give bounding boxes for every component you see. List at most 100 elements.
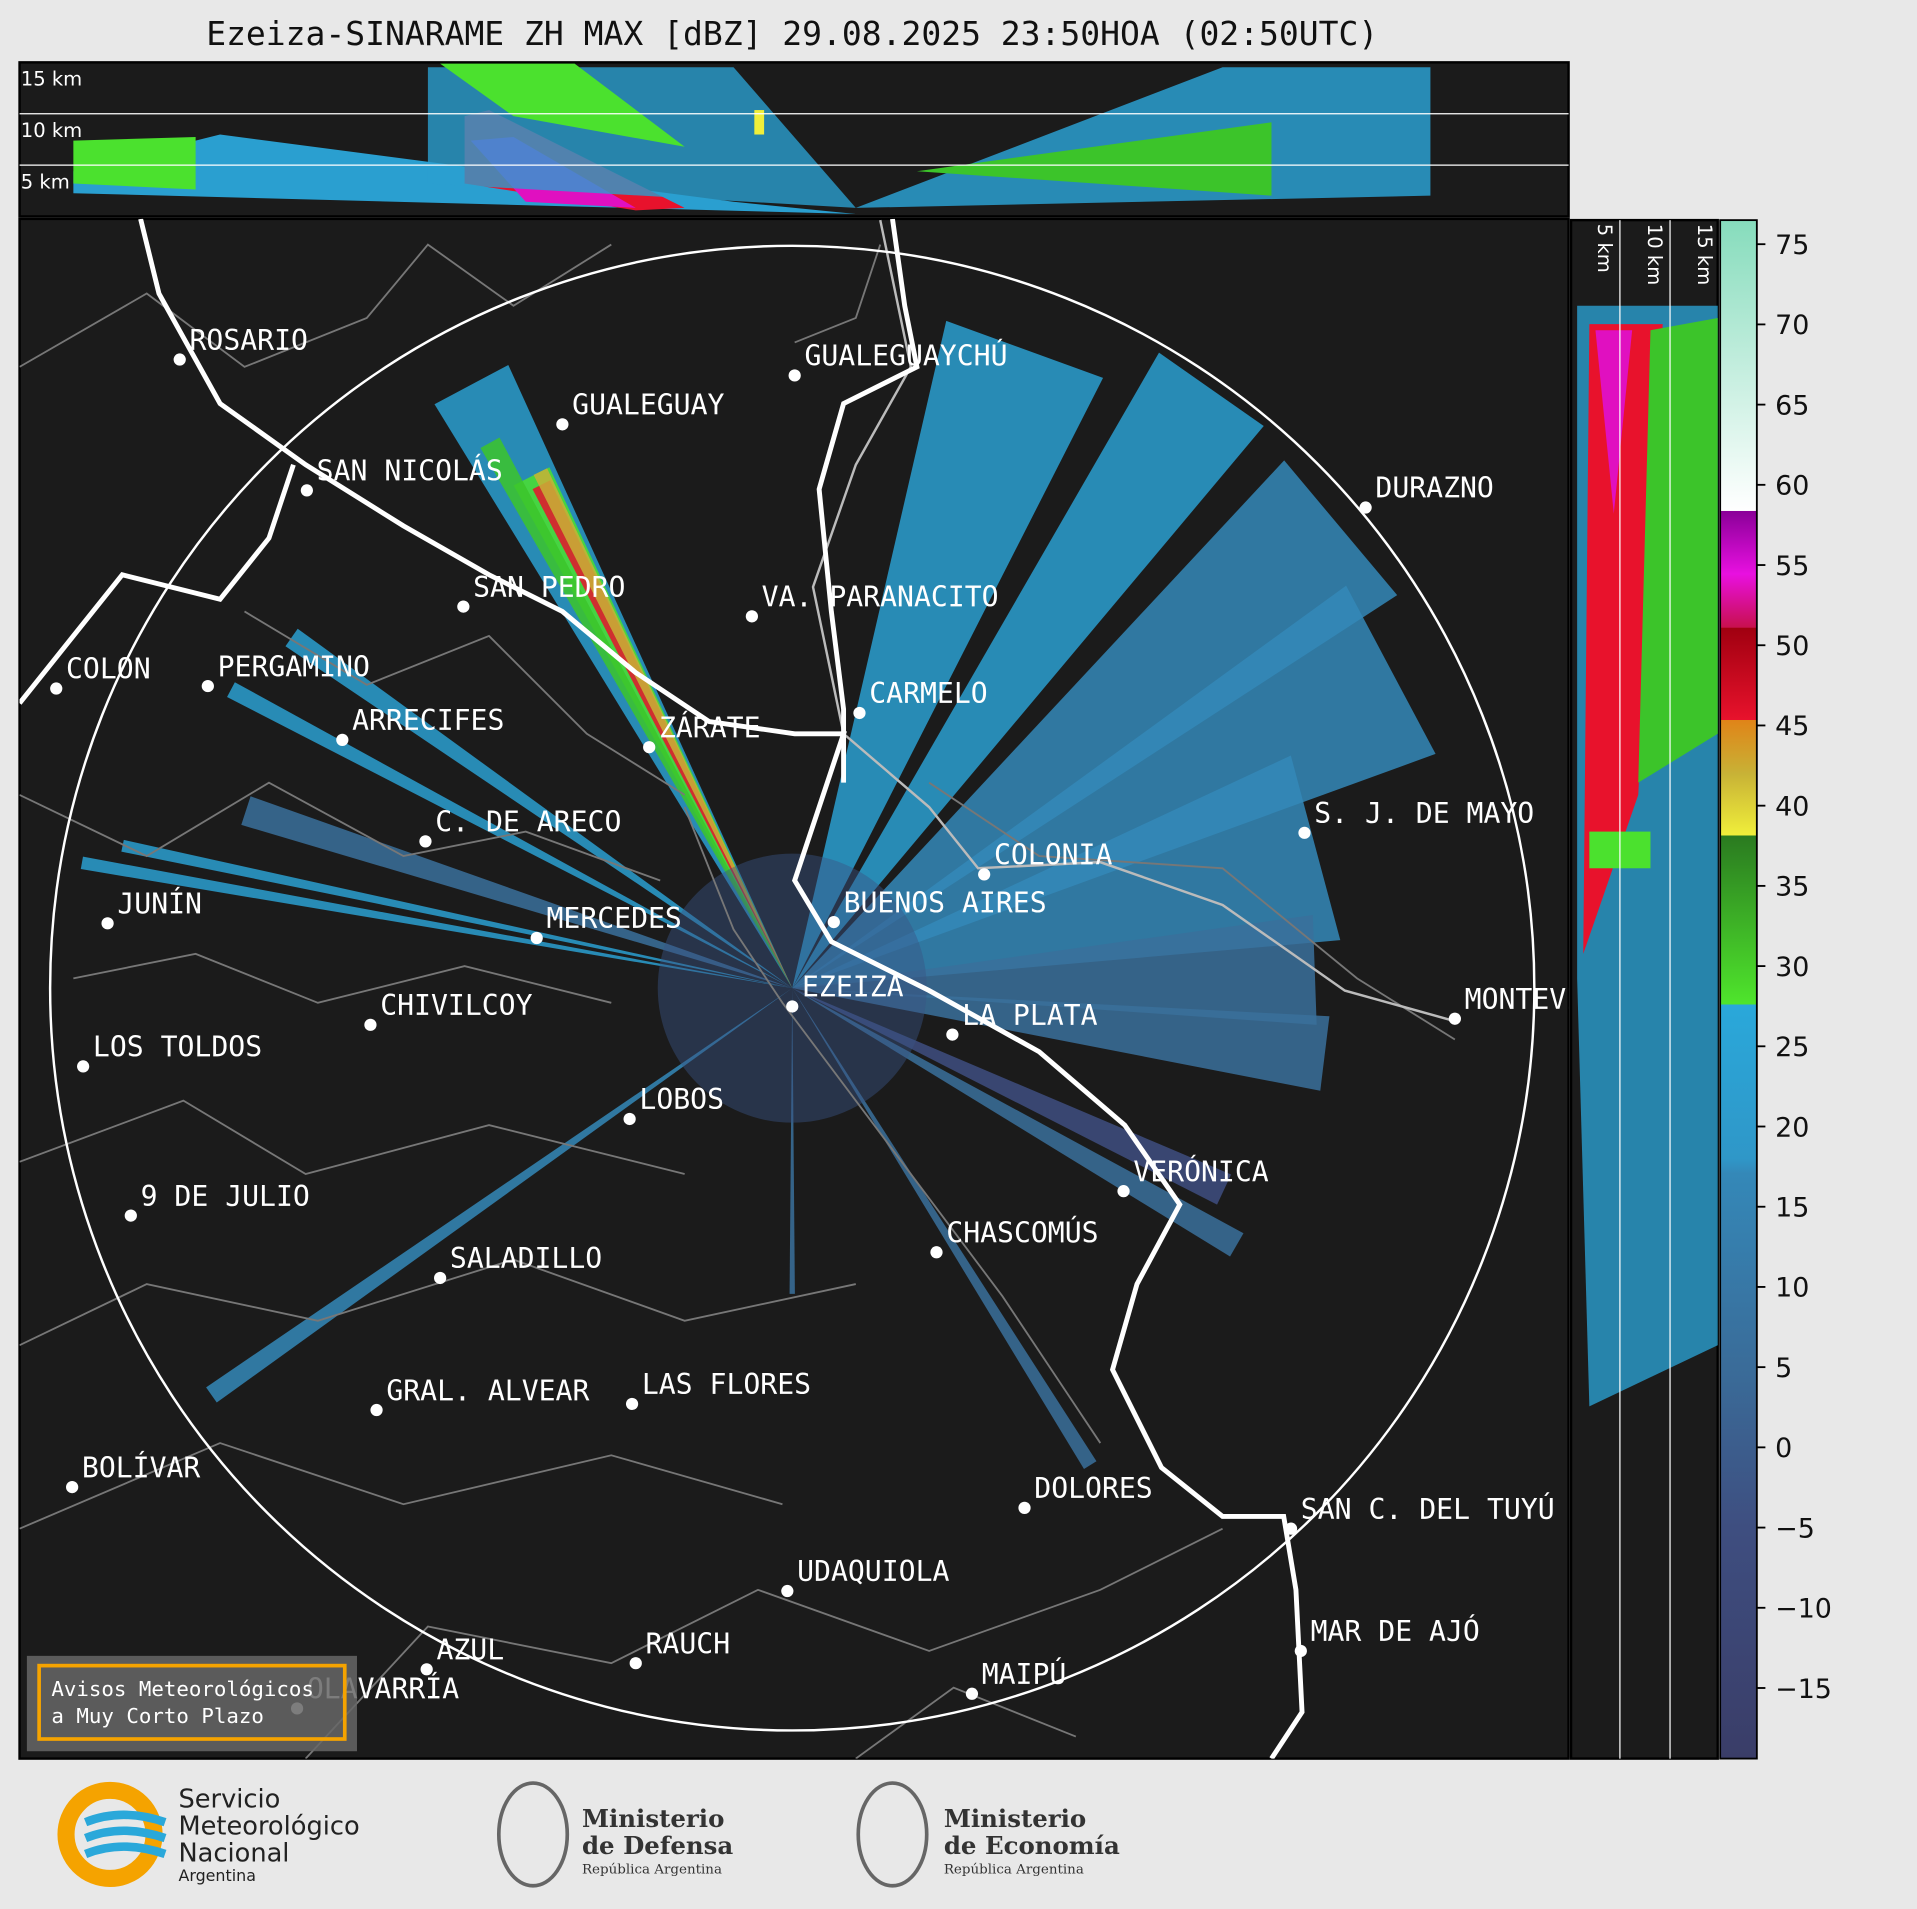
echo xyxy=(792,988,1330,1091)
city-marker xyxy=(965,1687,979,1700)
city-marker xyxy=(370,1403,383,1417)
radar-echoes xyxy=(80,320,1436,1470)
colorbar-tick-label: 0 xyxy=(1775,1433,1792,1464)
footer: Servicio Meteorológico Nacional Argentin… xyxy=(57,1781,1120,1888)
city-label: SAN PEDRO xyxy=(473,571,625,604)
colorbar-tick-label: 70 xyxy=(1775,310,1809,341)
city-marker xyxy=(629,1657,642,1670)
side-echoes xyxy=(1577,305,1718,1407)
colorbar-tick-label: 30 xyxy=(1775,952,1809,983)
echo xyxy=(533,468,793,989)
city-marker xyxy=(50,682,63,695)
city-marker xyxy=(786,1000,799,1013)
city-label: UDAQUIOLA xyxy=(797,1555,949,1588)
range-ring xyxy=(48,244,1536,1732)
city-label: COLON xyxy=(66,653,151,686)
city-marker xyxy=(66,1480,79,1494)
city-label: SAN C. DEL TUYÚ xyxy=(1301,1492,1555,1526)
rivers xyxy=(811,219,1456,1023)
city-label: SAN NICOLÁS xyxy=(317,454,503,488)
city-marker xyxy=(1298,826,1311,839)
city-label: RAUCH xyxy=(646,1627,731,1660)
city-marker xyxy=(1117,1185,1130,1198)
logo-text: de Defensa xyxy=(582,1831,733,1860)
map-layer: ROSARIO GUALEGUAYCHÚ GUALEGUAY SAN NICOLÁS D… xyxy=(19,218,1634,1759)
city-label: GUALEGUAY xyxy=(572,389,724,422)
echo xyxy=(792,988,1244,1257)
city-marker xyxy=(457,600,470,613)
city-label: GUALEGUAYCHÚ xyxy=(804,339,1007,373)
city-marker xyxy=(336,733,349,746)
city-marker xyxy=(173,353,186,366)
city-label: LAS FLORES xyxy=(642,1368,811,1401)
colorbar-tick-label: 40 xyxy=(1775,791,1809,822)
notice-text: Avisos Meteorológicos xyxy=(51,1677,314,1701)
logo-text: Nacional xyxy=(178,1838,289,1868)
echo xyxy=(80,856,793,989)
echo xyxy=(792,352,1264,989)
city-marker xyxy=(643,741,656,754)
top-echoes xyxy=(73,63,1431,215)
city-marker xyxy=(77,1060,90,1073)
city-marker xyxy=(530,931,543,945)
logo-text: República Argentina xyxy=(944,1863,1084,1878)
city-label: BUENOS AIRES xyxy=(844,886,1047,919)
city-marker xyxy=(101,917,114,930)
city-marker xyxy=(434,1271,447,1285)
echo xyxy=(480,437,793,989)
echo xyxy=(792,914,1317,1025)
logo-text: Meteorológico xyxy=(178,1811,359,1841)
city-marker xyxy=(124,1209,137,1222)
colorbar-tick-label: 20 xyxy=(1775,1112,1809,1143)
city-label: VA. PARANACITO xyxy=(762,581,999,614)
city-marker xyxy=(364,1018,377,1031)
echo xyxy=(285,628,793,989)
city-marker xyxy=(1359,501,1372,514)
city-label: LA PLATA xyxy=(962,999,1097,1032)
echo xyxy=(792,755,1341,989)
city-label: ZÁRATE xyxy=(659,710,761,744)
city-label: CHIVILCOY xyxy=(380,989,532,1022)
city-label: C. DE ARECO xyxy=(435,806,621,839)
colorbar-tick-label: 10 xyxy=(1775,1273,1809,1304)
echo xyxy=(789,988,795,1294)
city-label: LOS TOLDOS xyxy=(93,1031,262,1064)
logo-text: Argentina xyxy=(178,1866,255,1885)
coastlines xyxy=(19,218,1305,1759)
city-label: 9 DE JULIO xyxy=(141,1180,310,1213)
height-label: 5 km xyxy=(21,170,70,193)
cities: ROSARIO GUALEGUAYCHÚ GUALEGUAY SAN NICOLÁS D… xyxy=(50,324,1634,1715)
colorbar-tick-label: 50 xyxy=(1775,631,1809,662)
city-marker xyxy=(625,1397,639,1411)
colorbar-tick-label: −10 xyxy=(1775,1594,1832,1625)
city-marker xyxy=(978,868,991,881)
logo-text: de Economía xyxy=(944,1831,1120,1860)
city-label: ARRECIFES xyxy=(352,704,504,737)
colorbar-tick-label: 75 xyxy=(1775,230,1809,261)
colorbar-tick-label: 55 xyxy=(1775,551,1809,582)
colorbar-tick-label: 35 xyxy=(1775,872,1809,903)
city-marker xyxy=(201,679,214,693)
city-label: MAIPÚ xyxy=(982,1657,1067,1691)
echo xyxy=(532,480,793,989)
title: Ezeiza-SINARAME ZH MAX [dBZ] 29.08.2025 … xyxy=(206,14,1378,53)
notice-border xyxy=(37,1663,347,1741)
colorbar-tick-label: 45 xyxy=(1775,711,1809,742)
city-label: MERCEDES xyxy=(546,902,681,935)
city-marker xyxy=(946,1028,959,1041)
height-label: 15 km xyxy=(21,68,82,91)
city-marker xyxy=(300,484,313,497)
city-label: MONTEVIDEO xyxy=(1465,983,1634,1016)
colorbar xyxy=(1719,219,1758,1760)
city-label: MAR DE AJÓ xyxy=(1311,1614,1480,1648)
echo xyxy=(657,853,927,1123)
city-label: AZUL xyxy=(436,1634,504,1667)
city-marker xyxy=(420,1663,433,1676)
city-marker xyxy=(1284,1522,1298,1535)
city-marker xyxy=(1294,1644,1307,1658)
city-label: LOBOS xyxy=(639,1083,724,1116)
echo xyxy=(792,988,1097,1470)
city-marker xyxy=(853,706,866,720)
city-marker xyxy=(788,369,801,382)
notice-bg xyxy=(26,1655,357,1752)
